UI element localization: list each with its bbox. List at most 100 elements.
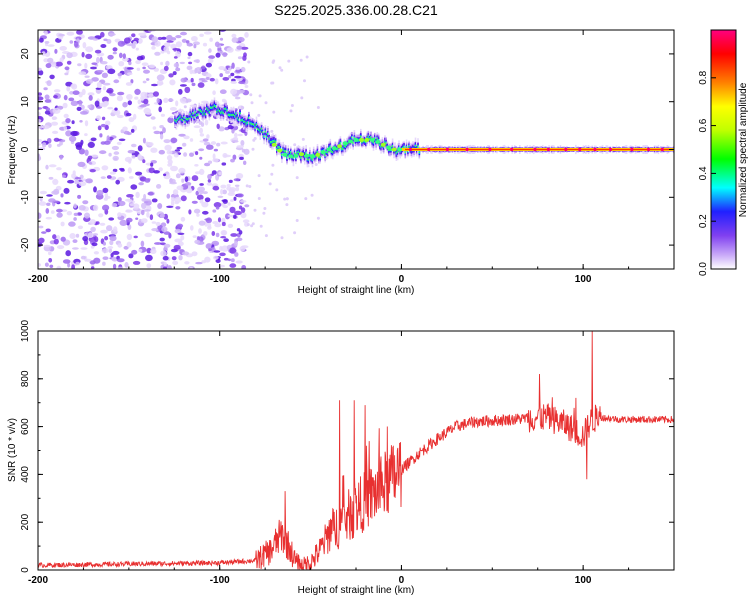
noise-speck	[201, 201, 209, 208]
noise-speck	[151, 83, 158, 87]
noise-speck	[258, 94, 262, 98]
noise-speck	[217, 217, 222, 223]
noise-speck	[84, 149, 89, 156]
noise-speck	[45, 228, 51, 233]
ridge-blob	[391, 147, 397, 152]
noise-speck	[242, 219, 250, 223]
noise-speck	[63, 125, 67, 131]
noise-speck	[137, 154, 142, 160]
noise-speck	[112, 263, 117, 269]
noise-speck	[169, 79, 176, 86]
noise-speck	[198, 78, 206, 81]
noise-speck	[228, 179, 233, 183]
noise-speck	[173, 152, 179, 158]
ridge-blob	[353, 137, 359, 142]
noise-speck	[50, 61, 57, 68]
ridge-cell	[352, 142, 354, 144]
noise-speck	[91, 62, 98, 65]
noise-speck	[38, 119, 42, 123]
noise-speck	[101, 72, 108, 79]
noise-speck	[126, 241, 132, 248]
noise-speck	[103, 197, 108, 201]
y-tick-label: 600	[20, 418, 31, 435]
noise-speck	[126, 217, 133, 223]
noise-speck	[225, 70, 230, 74]
ridge-cell	[311, 158, 314, 161]
noise-speck	[89, 219, 96, 225]
noise-speck	[45, 63, 52, 69]
noise-speck	[212, 90, 216, 95]
colorbar-ticks: 0.0 0.2 0.4 0.6 0.8	[698, 70, 716, 276]
noise-speck	[232, 154, 237, 160]
noise-speck	[240, 46, 249, 50]
noise-speck	[180, 195, 187, 202]
noise-speck	[48, 176, 54, 180]
noise-speck	[179, 97, 187, 103]
noise-speck	[102, 256, 109, 261]
ridge-blob	[299, 152, 304, 157]
noise-speck	[106, 39, 112, 44]
noise-speck	[92, 38, 99, 41]
noise-speck	[135, 47, 139, 51]
ridge-cell	[292, 157, 295, 159]
noise-speck	[113, 226, 118, 233]
noise-speck	[201, 65, 206, 70]
noise-speck	[156, 74, 165, 81]
noise-speck	[234, 132, 238, 138]
noise-speck	[56, 212, 63, 218]
ridge-blob	[359, 137, 364, 142]
noise-speck	[119, 219, 128, 226]
colorbar-tick-label: 0.6	[698, 118, 709, 132]
ridge-hotspot	[646, 147, 651, 152]
noise-speck	[172, 71, 177, 76]
noise-speck	[204, 119, 209, 126]
noise-speck	[128, 117, 135, 123]
noise-speck	[159, 133, 164, 140]
ridge-cell	[202, 113, 204, 115]
noise-speck	[227, 223, 234, 228]
noise-speck	[199, 183, 204, 186]
noise-speck	[175, 173, 181, 179]
noise-speck	[63, 113, 69, 119]
noise-speck	[316, 106, 320, 109]
noise-speck	[183, 152, 188, 157]
noise-speck	[235, 173, 244, 179]
noise-speck	[124, 37, 131, 44]
ridge-cell	[340, 148, 343, 150]
noise-speck	[158, 167, 163, 172]
noise-speck	[38, 143, 41, 146]
noise-speck	[194, 67, 198, 74]
noise-speck	[236, 89, 245, 94]
noise-speck	[112, 155, 119, 161]
ridge-cell	[243, 121, 245, 123]
noise-speck	[80, 247, 88, 250]
noise-speck	[38, 92, 42, 96]
ridge-cell	[339, 142, 342, 144]
ridge-cell	[351, 136, 353, 139]
noise-speck	[99, 133, 103, 138]
noise-speck	[100, 61, 108, 65]
noise-speck	[208, 55, 216, 59]
noise-speck	[155, 221, 161, 227]
noise-speck	[142, 80, 147, 84]
noise-speck	[166, 34, 173, 42]
noise-speck	[172, 260, 179, 265]
noise-speck	[47, 57, 54, 63]
noise-speck	[105, 65, 111, 70]
noise-speck	[84, 120, 89, 127]
ridge-blob	[337, 144, 343, 149]
noise-speck	[230, 80, 237, 84]
noise-speck	[170, 199, 175, 206]
noise-speck	[230, 199, 234, 202]
noise-speck	[205, 77, 210, 80]
ridge-hotspot	[445, 147, 449, 152]
noise-speck	[91, 242, 98, 247]
noise-speck	[257, 197, 261, 200]
noise-speck	[191, 175, 199, 182]
ridge-cell	[190, 116, 193, 118]
noise-speck	[181, 251, 190, 256]
noise-speck	[120, 168, 125, 172]
noise-speck	[80, 255, 86, 260]
noise-speck	[38, 139, 43, 143]
